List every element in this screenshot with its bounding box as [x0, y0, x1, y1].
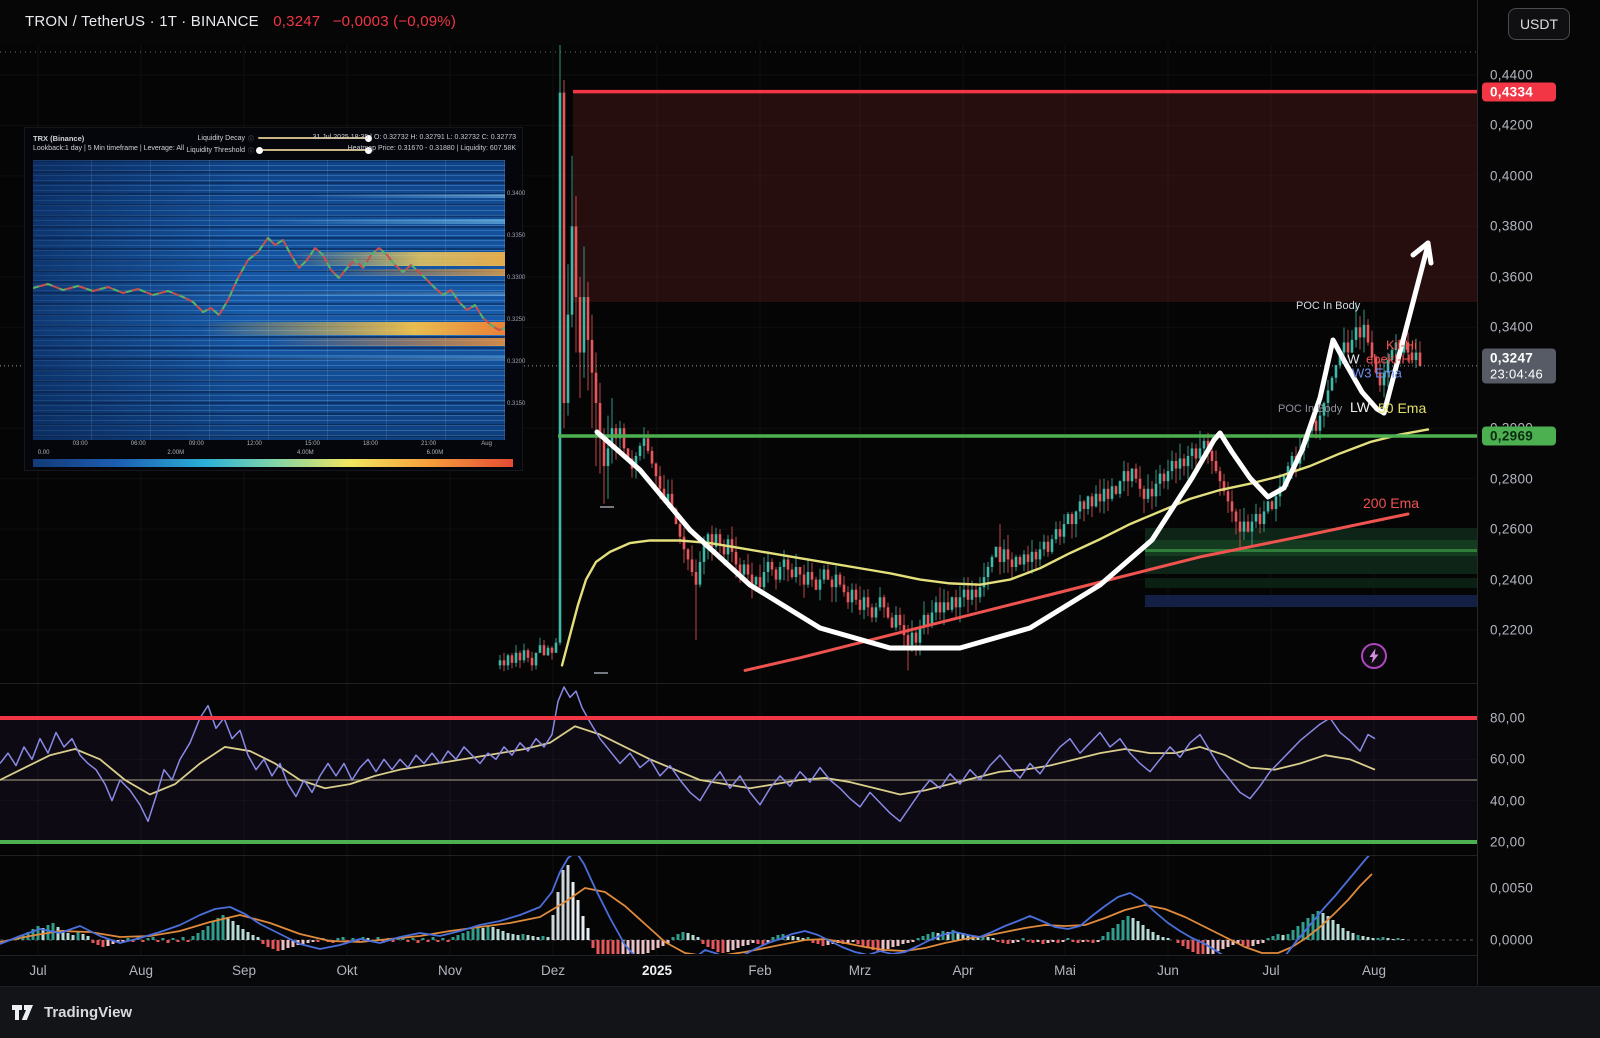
- heatmap-scale-labels: 0.00 2.00M 4.00M 6.00M: [33, 450, 513, 459]
- heatmap-price-label: 0.3350: [507, 232, 526, 239]
- price-tick: 0,2400: [1490, 572, 1534, 588]
- price-tick: 0,4200: [1490, 117, 1534, 133]
- time-axis-label: Jul: [29, 963, 47, 978]
- tradingview-logo-icon[interactable]: [12, 1005, 36, 1020]
- price-badge: 0,2969: [1482, 426, 1556, 446]
- threshold-slider-handle-min[interactable]: [256, 146, 264, 154]
- symbol-name: TRON / TetherUS: [25, 13, 146, 30]
- annotation-ema50-label: 50 Ema: [1378, 400, 1427, 416]
- countdown-timer: 23:04:46: [1490, 366, 1544, 382]
- time-axis-label: Aug: [128, 963, 154, 978]
- heatmap-title: TRX (Binance): [33, 134, 85, 143]
- rsi-tick: 80,00: [1490, 710, 1526, 726]
- annotation-poc-top: POC In Body: [1296, 300, 1361, 312]
- decay-slider-track[interactable]: [258, 134, 373, 142]
- tradingview-wordmark[interactable]: TradingView: [44, 1004, 133, 1021]
- price-tick: 0,4000: [1490, 168, 1534, 184]
- heatmap-time-label: Aug: [481, 441, 492, 447]
- time-axis-label: Jul: [1262, 963, 1280, 978]
- heatmap-colorbar: [33, 459, 513, 467]
- liquidity-heatmap-panel: TRX (Binance) Lookback:1 day | 5 Min tim…: [25, 128, 525, 470]
- annotation-lw-2: LW: [1350, 399, 1370, 415]
- time-axis-label: Okt: [336, 963, 358, 978]
- price-tick: 0,3400: [1490, 319, 1534, 335]
- heatmap-scale-label: 0.00: [37, 450, 50, 456]
- heatmap-time-label: 18:00: [362, 441, 378, 447]
- rsi-tick: 60,00: [1490, 751, 1526, 767]
- time-axis-label: Mai: [1054, 963, 1076, 978]
- time-axis-label: Apr: [952, 963, 974, 978]
- heatmap-time-axis: 03:00 06:00 09:00 12:00 15:00 18:00 21:00 Aug: [33, 440, 505, 450]
- chart-header: TRON / TetherUS · 1T · BINANCE 0,3247 −0…: [0, 0, 1477, 45]
- decay-slider-handle[interactable]: [365, 134, 373, 142]
- price-change: −0,0003 (−0,09%): [332, 13, 457, 30]
- threshold-slider-handle-max[interactable]: [365, 146, 373, 154]
- heatmap-price-label: 0.3200: [507, 358, 526, 365]
- heatmap-price-label: 0.3400: [507, 190, 526, 197]
- heatmap-scale-label: 4.00M: [297, 450, 314, 456]
- time-axis-label: Nov: [437, 963, 463, 978]
- heatmap-time-label: 15:00: [304, 441, 320, 447]
- annotation-w3-ema: W3 Ema: [1352, 365, 1402, 381]
- annotation-kil-hi: Kil-Hi: [1386, 337, 1418, 353]
- time-axis-label: 2025: [641, 963, 673, 978]
- price-axis[interactable]: USDT 0,4400 0,4200 0,4000 0,3800 0,3600 0,340…: [1477, 0, 1600, 985]
- price-tick: 0,2200: [1490, 622, 1534, 638]
- heatmap-price-label: 0.3250: [507, 316, 526, 323]
- annotation-poc-low: POC In Body: [1278, 403, 1343, 415]
- annotation-ebekl-hi: ebekl-Hi: [1366, 351, 1414, 367]
- heatmap-price-axis: 0.3400 0.3350 0.3300 0.3250 0.3200 0.3150: [507, 160, 529, 440]
- macd-tick: 0,0000: [1490, 932, 1534, 948]
- heatmap-ohlc-readout: 31 Jul 2025 18:35 | O: 0.32732 H: 0.3279…: [312, 134, 516, 141]
- annotation-lw-1: LW: [1341, 351, 1360, 367]
- exchange-label: BINANCE: [190, 13, 259, 30]
- heatmap-time-label: 09:00: [188, 441, 204, 447]
- heatmap-canvas[interactable]: [33, 160, 505, 440]
- time-axis-label: Dez: [540, 963, 566, 978]
- interval-label: 1T: [159, 13, 177, 30]
- time-axis-label: Sep: [231, 963, 257, 978]
- time-axis[interactable]: Jul Aug Sep Okt Nov Dez 2025 Feb Mrz Apr Mai Jun Jul…: [0, 956, 1477, 985]
- liquidity-threshold-slider[interactable]: Liquidity Threshold ⓘ: [173, 144, 373, 156]
- heatmap-time-label: 06:00: [130, 441, 146, 447]
- price-tick: 0,2800: [1490, 471, 1534, 487]
- last-price: 0,3247: [273, 13, 321, 30]
- info-icon: ⓘ: [248, 148, 255, 155]
- symbol-title[interactable]: TRON / TetherUS · 1T · BINANCE 0,3247 −0…: [25, 13, 457, 30]
- heatmap-header: TRX (Binance) Lookback:1 day | 5 Min tim…: [25, 128, 522, 160]
- price-tick: 0,3600: [1490, 269, 1534, 285]
- price-tick: 0,4400: [1490, 67, 1534, 83]
- heatmap-time-label: 03:00: [72, 441, 88, 447]
- time-axis-label: Aug: [1361, 963, 1387, 978]
- price-tick: 0,3800: [1490, 218, 1534, 234]
- flash-alert-icon[interactable]: [1360, 642, 1388, 670]
- time-axis-label: Mrz: [848, 963, 872, 978]
- macd-tick: 0,0050: [1490, 880, 1534, 896]
- info-icon: ⓘ: [248, 136, 255, 143]
- annotation-ema200-label: 200 Ema: [1363, 495, 1420, 511]
- heatmap-liquidity-readout: Heatmap Price: 0.31670 - 0.31880 | Liqui…: [347, 144, 516, 152]
- rsi-tick: 20,00: [1490, 834, 1526, 850]
- heatmap-price-label: 0.3300: [507, 274, 526, 281]
- price-tick: 0,2600: [1490, 521, 1534, 537]
- heatmap-scale-label: 2.00M: [167, 450, 185, 456]
- heatmap-scale-label: 6.00M: [426, 450, 444, 456]
- threshold-slider-track[interactable]: [256, 146, 373, 154]
- price-badge: 0,3247 23:04:46: [1482, 348, 1556, 384]
- currency-toggle-button[interactable]: USDT: [1508, 8, 1570, 40]
- time-axis-label: Jun: [1157, 963, 1179, 978]
- heatmap-time-label: 12:00: [246, 441, 262, 447]
- liquidity-decay-slider[interactable]: Liquidity Decay ⓘ: [173, 132, 373, 144]
- price-badge: 0,4334: [1482, 82, 1556, 102]
- heatmap-subtitle: Lookback:1 day | 5 Min timeframe | Lever…: [33, 145, 185, 153]
- heatmap-time-label: 21:00: [421, 441, 437, 447]
- brand-bar: TradingView: [0, 986, 1600, 1038]
- rsi-tick: 40,00: [1490, 793, 1526, 809]
- heatmap-price-label: 0.3150: [507, 400, 526, 407]
- time-axis-label: Feb: [748, 963, 772, 978]
